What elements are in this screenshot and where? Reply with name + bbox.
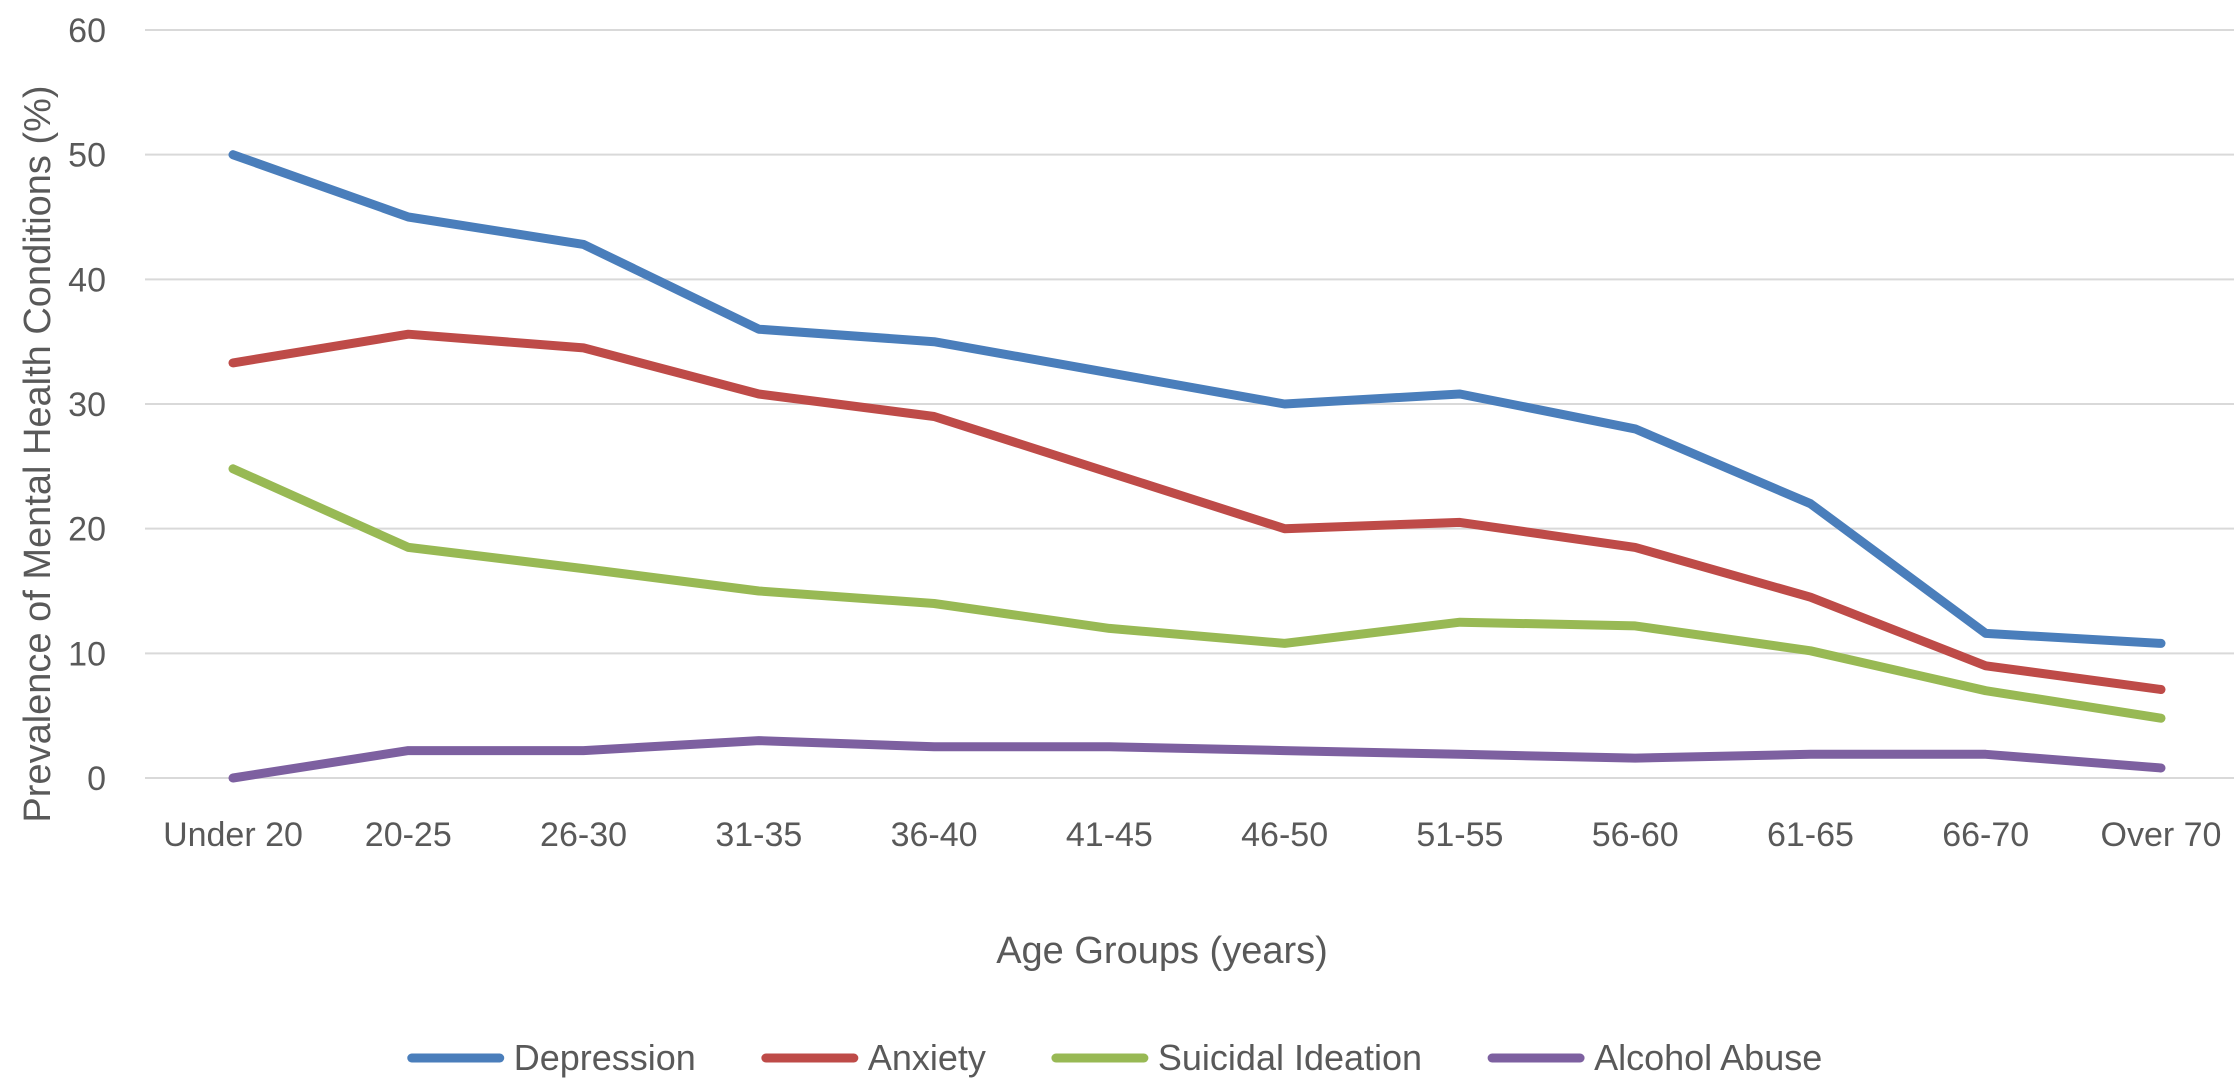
legend-item: Anxiety [761, 1037, 986, 1078]
y-tick-label: 60 [68, 12, 106, 50]
x-tick-label: 41-45 [1066, 816, 1153, 854]
series-line-suicidal-ideation [228, 464, 2166, 723]
series-line-anxiety [228, 329, 2166, 694]
legend-item: Suicidal Ideation [1051, 1037, 1422, 1078]
series-line-alcohol-abuse [228, 736, 2166, 783]
legend-label: Suicidal Ideation [1158, 1037, 1422, 1078]
x-tick-label: 46-50 [1241, 816, 1328, 854]
gridlines [145, 29, 2234, 779]
legend-label: Anxiety [868, 1037, 986, 1078]
series-line-depression [228, 150, 2166, 648]
x-tick-label: Over 70 [2101, 816, 2222, 854]
y-axis-tick-labels: 0 10 20 30 40 50 60 [68, 12, 106, 798]
x-tick-label: 31-35 [715, 816, 802, 854]
x-tick-label: 66-70 [1942, 816, 2029, 854]
legend-item: Depression [407, 1037, 696, 1078]
legend: Depression Anxiety Suicidal Ideation Alcoho… [407, 1037, 1822, 1078]
legend-item: Alcohol Abuse [1487, 1037, 1822, 1078]
x-tick-label: 26-30 [540, 816, 627, 854]
y-tick-label: 40 [68, 261, 106, 299]
y-tick-label: 30 [68, 386, 106, 424]
x-tick-label: 36-40 [891, 816, 978, 854]
x-tick-label: 56-60 [1592, 816, 1679, 854]
x-tick-label: 20-25 [365, 816, 452, 854]
x-tick-label: 51-55 [1416, 816, 1503, 854]
y-tick-label: 50 [68, 137, 106, 175]
x-tick-label: 61-65 [1767, 816, 1854, 854]
x-axis-title: Age Groups (years) [996, 930, 1328, 972]
x-tick-label: Under 20 [163, 816, 303, 854]
x-axis-tick-labels: Under 20 20-25 26-30 31-35 36-40 41-45 46-50 51… [163, 816, 2221, 854]
y-tick-label: 20 [68, 511, 106, 549]
y-tick-label: 0 [87, 760, 106, 798]
y-tick-label: 10 [68, 635, 106, 673]
legend-label: Alcohol Abuse [1594, 1037, 1822, 1078]
legend-label: Depression [514, 1037, 696, 1078]
y-axis-title: Prevalence of Mental Health Conditions (… [17, 85, 59, 822]
series-lines [228, 150, 2166, 783]
